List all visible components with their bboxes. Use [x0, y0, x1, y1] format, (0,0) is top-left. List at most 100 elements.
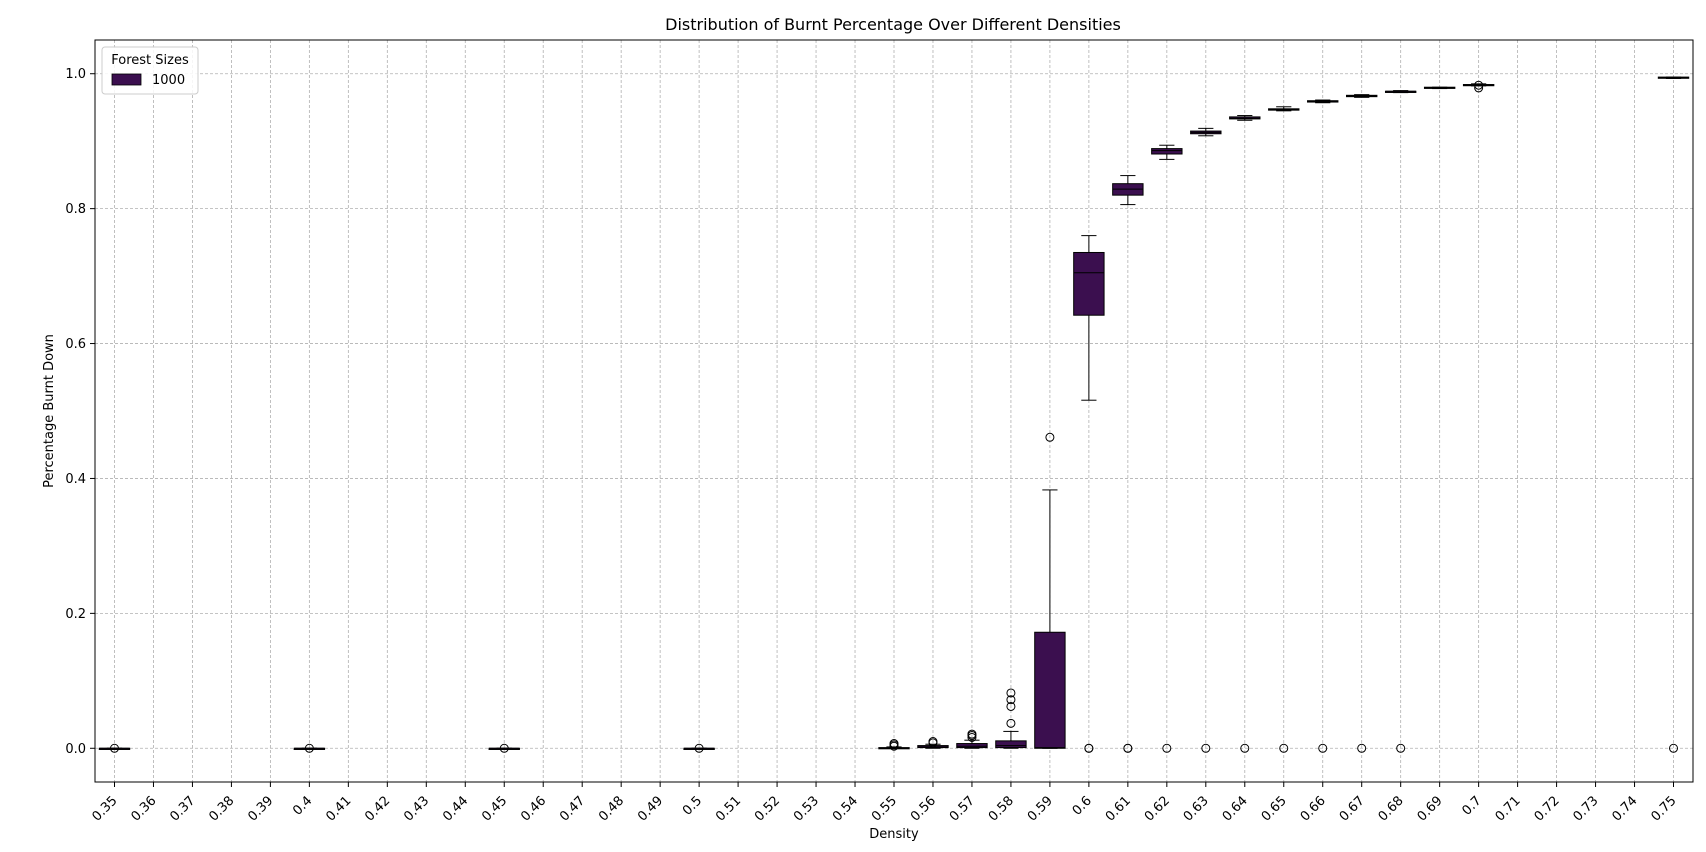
outlier-point — [109, 743, 119, 753]
x-tick-label: 0.42 — [362, 793, 393, 824]
box-0.45 — [488, 743, 520, 753]
x-tick-label: 0.69 — [1415, 793, 1446, 824]
y-tick-label: 1.0 — [65, 67, 86, 82]
legend: Forest Sizes 1000 — [101, 46, 199, 95]
outlier-point — [1006, 695, 1016, 705]
x-tick-label: 0.46 — [518, 793, 549, 824]
x-axis-label: Density — [869, 827, 919, 842]
outlier-point — [928, 737, 938, 747]
iqr-box — [995, 740, 1027, 749]
x-tick-label: 0.45 — [479, 793, 510, 824]
x-tick-label: 0.68 — [1376, 793, 1407, 824]
box-0.63 — [1190, 127, 1222, 753]
x-tick-label: 0.7 — [1459, 793, 1484, 818]
box-0.5 — [683, 743, 715, 753]
x-tick-label: 0.39 — [245, 793, 276, 824]
legend-entry-label: 1000 — [152, 73, 185, 88]
x-tick-label: 0.35 — [89, 793, 120, 824]
outlier-point — [1201, 743, 1211, 753]
x-tick-label: 0.47 — [557, 793, 588, 824]
x-tick-label: 0.65 — [1259, 793, 1290, 824]
y-axis-label: Percentage Burnt Down — [42, 334, 57, 488]
outlier-point — [1474, 80, 1484, 90]
x-tick-label: 0.49 — [635, 793, 666, 824]
outlier-point — [499, 743, 509, 753]
x-tick-label: 0.73 — [1571, 793, 1602, 824]
x-tick-label: 0.57 — [947, 793, 978, 824]
x-tick-label: 0.51 — [713, 793, 744, 824]
x-tick-label: 0.72 — [1532, 793, 1563, 824]
x-tick-label: 0.74 — [1610, 793, 1641, 824]
x-tick-label: 0.67 — [1337, 793, 1368, 824]
box-0.59 — [1034, 432, 1066, 749]
box-0.7 — [1462, 80, 1495, 93]
outlier-point — [304, 743, 314, 753]
box-0.56 — [917, 737, 949, 749]
x-tick-label: 0.5 — [680, 793, 705, 818]
x-tick-label: 0.53 — [791, 793, 822, 824]
x-tick-label: 0.63 — [1181, 793, 1212, 824]
box-0.57 — [956, 729, 988, 749]
y-tick-label: 0.8 — [65, 202, 86, 217]
box-0.68 — [1384, 90, 1417, 753]
outlier-point — [1084, 743, 1094, 753]
outlier-point — [1474, 83, 1484, 93]
x-tick-label: 0.75 — [1648, 793, 1679, 824]
x-tick-label: 0.66 — [1298, 793, 1329, 824]
x-tick-label: 0.55 — [869, 793, 900, 824]
outlier-point — [1006, 701, 1016, 711]
x-tick-label: 0.41 — [323, 793, 354, 824]
outlier-point — [889, 739, 899, 749]
iqr-box — [1073, 251, 1105, 316]
outlier-point — [1045, 432, 1055, 442]
box-0.58 — [995, 688, 1027, 749]
box-0.55 — [878, 739, 910, 751]
x-tick-label: 0.43 — [401, 793, 432, 824]
box-0.4 — [293, 743, 326, 753]
box-0.65 — [1268, 106, 1300, 753]
y-tick-label: 0.2 — [65, 607, 86, 622]
outlier-point — [694, 743, 704, 753]
x-tick-label: 0.44 — [440, 793, 471, 824]
x-tick-label: 0.71 — [1493, 793, 1524, 824]
box-0.61 — [1112, 175, 1144, 753]
y-tick-label: 0.0 — [65, 742, 86, 757]
x-tick-label: 0.64 — [1220, 793, 1251, 824]
iqr-box — [1034, 631, 1066, 749]
axis-layer: 0.35 0.36 0.37 0.38 0.39 0.4 0.41 0.42 0.43 0.44 0… — [65, 67, 1679, 824]
x-tick-label: 0.4 — [290, 793, 315, 818]
x-tick-label: 0.38 — [206, 793, 237, 824]
box-0.62 — [1151, 144, 1183, 753]
outlier-point — [1318, 743, 1328, 753]
outlier-point — [967, 729, 977, 739]
y-tick-label: 0.6 — [65, 337, 86, 352]
x-tick-label: 0.61 — [1103, 793, 1134, 824]
outlier-point — [1006, 718, 1016, 728]
x-tick-label: 0.36 — [128, 793, 159, 824]
outlier-point — [1396, 743, 1406, 753]
x-tick-label: 0.58 — [986, 793, 1017, 824]
x-tick-label: 0.37 — [167, 793, 198, 824]
outlier-point — [1006, 688, 1016, 698]
legend-title: Forest Sizes — [111, 53, 189, 68]
x-tick-label: 0.59 — [1025, 793, 1056, 824]
box-0.69 — [1423, 86, 1456, 90]
chart-title: Distribution of Burnt Percentage Over Di… — [665, 15, 1121, 34]
box-0.66 — [1307, 99, 1339, 753]
y-tick-label: 0.4 — [65, 472, 86, 487]
x-tick-label: 0.6 — [1070, 793, 1095, 818]
box-0.75 — [1657, 76, 1690, 753]
outlier-point — [1669, 743, 1679, 753]
outlier-point — [1357, 743, 1367, 753]
outlier-point — [1240, 743, 1250, 753]
outlier-point — [1279, 743, 1289, 753]
x-tick-label: 0.48 — [596, 793, 627, 824]
boxes-layer — [98, 76, 1690, 753]
legend-swatch — [111, 73, 142, 86]
outlier-point — [1123, 743, 1133, 753]
box-0.35 — [98, 743, 131, 753]
box-0.6 — [1073, 235, 1105, 753]
grid-layer — [95, 40, 1693, 782]
iqr-box — [1151, 148, 1183, 155]
